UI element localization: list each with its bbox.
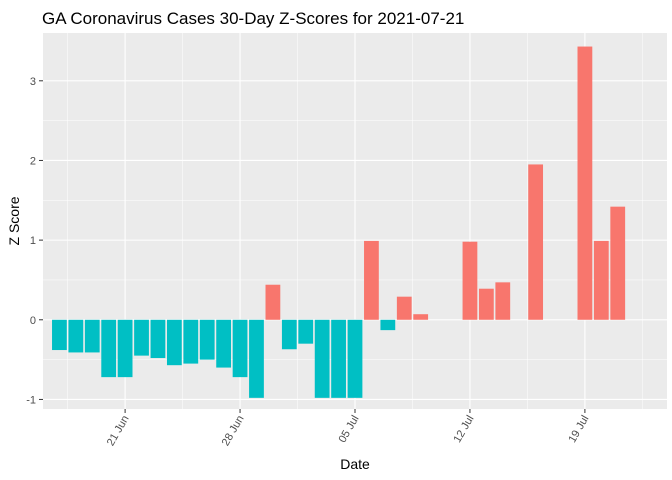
bar (249, 319, 264, 398)
bar (380, 319, 396, 331)
y-tick-label: 0 (30, 315, 36, 327)
chart-title: GA Coronavirus Cases 30-Day Z-Scores for… (42, 9, 464, 28)
y-tick-label: -1 (26, 394, 36, 406)
x-axis-title: Date (340, 456, 370, 472)
bar (183, 319, 199, 364)
bar (364, 240, 379, 320)
bar (84, 319, 100, 353)
bar (52, 319, 67, 351)
y-tick-label: 1 (30, 235, 36, 247)
x-tick-label: 21 Jun (105, 414, 132, 449)
bar (462, 241, 478, 320)
bar (265, 284, 281, 320)
bar-series (52, 46, 626, 398)
bar (347, 319, 363, 398)
bar (101, 319, 117, 378)
y-axis: -1 0 1 2 3 (26, 76, 43, 406)
bar (199, 319, 215, 360)
x-tick-label: 28 Jun (220, 414, 247, 449)
bar (117, 319, 133, 378)
bar (478, 288, 494, 320)
y-axis-title: Z Score (6, 196, 22, 245)
bar (216, 319, 232, 368)
grid-lines (43, 33, 667, 409)
bar (413, 314, 429, 320)
bar (166, 319, 182, 366)
x-tick-label: 19 Jul (566, 414, 591, 445)
x-axis: 21 Jun 28 Jun 05 Jul 12 Jul 19 Jul (105, 409, 591, 449)
bar (396, 296, 412, 320)
bar (593, 240, 609, 320)
bar (232, 319, 248, 378)
x-tick-label: 05 Jul (337, 414, 362, 445)
bar (298, 319, 314, 344)
x-tick-label: 12 Jul (451, 414, 476, 445)
bar (68, 319, 84, 353)
bar (150, 319, 166, 359)
bar (577, 46, 593, 320)
y-tick-label: 3 (30, 76, 36, 88)
bar (134, 319, 149, 356)
y-tick-label: 2 (30, 155, 36, 167)
bar (610, 206, 626, 320)
bar (314, 319, 330, 398)
bar (281, 319, 297, 350)
bar (528, 164, 544, 320)
bar (331, 319, 346, 398)
bar (495, 282, 511, 320)
